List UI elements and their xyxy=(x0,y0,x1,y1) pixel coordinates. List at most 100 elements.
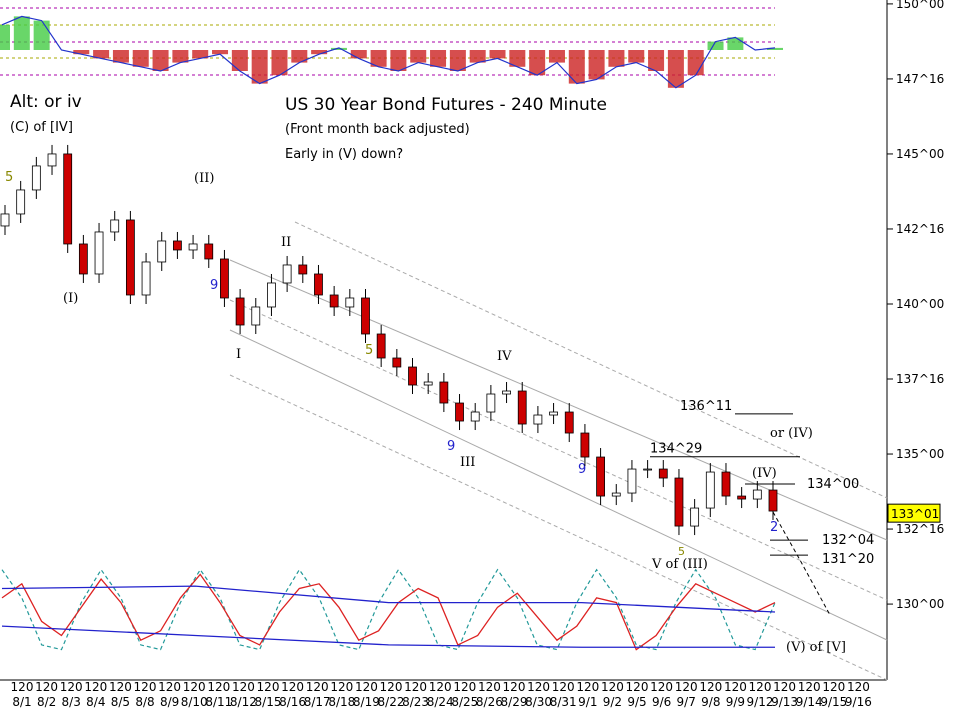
y-tick-label: 140^00 xyxy=(896,297,944,311)
x-tick-label: 9/13 xyxy=(771,695,798,708)
oscillator-line xyxy=(1,573,776,651)
session-label: 120 xyxy=(749,680,772,694)
session-label: 120 xyxy=(158,680,181,694)
candle-body xyxy=(282,264,292,284)
wave-label: IV xyxy=(497,349,512,364)
alt-label: Alt: or iv xyxy=(10,92,82,112)
session-label: 120 xyxy=(724,680,747,694)
note: Early in (V) down? xyxy=(285,147,403,162)
candle-body xyxy=(705,471,715,509)
momentum-bar xyxy=(231,50,248,71)
session-label: 120 xyxy=(650,680,673,694)
momentum-bar xyxy=(449,50,466,71)
wave-label: (I) xyxy=(63,291,78,306)
candle-body xyxy=(220,258,229,299)
x-tick-label: 8/5 xyxy=(111,695,130,708)
momentum-bar xyxy=(132,50,149,67)
momentum-bar xyxy=(707,41,724,50)
session-label: 120 xyxy=(306,680,329,694)
momentum-bar xyxy=(767,47,783,50)
wave-label: 9 xyxy=(447,439,455,454)
x-tick-label: 8/11 xyxy=(205,695,232,708)
momentum-bar xyxy=(667,50,684,88)
candle-body xyxy=(47,153,57,167)
session-label: 120 xyxy=(330,680,353,694)
session-label: 120 xyxy=(183,680,206,694)
subtitle: (Front month back adjusted) xyxy=(285,122,470,137)
session-label: 120 xyxy=(552,680,575,694)
candle-body xyxy=(596,456,605,497)
y-tick-label: 135^00 xyxy=(896,447,944,461)
x-tick-label: 8/30 xyxy=(525,695,552,708)
session-label: 120 xyxy=(35,680,58,694)
momentum-bar xyxy=(112,50,129,63)
momentum-bar xyxy=(13,16,30,50)
momentum-bar xyxy=(370,50,387,67)
candle-body xyxy=(157,240,167,263)
session-label: 120 xyxy=(355,680,378,694)
momentum-bar xyxy=(33,20,50,50)
last-price-label: 133^01 xyxy=(891,507,939,521)
momentum-bar xyxy=(390,50,407,71)
candle-body xyxy=(658,468,668,479)
x-tick-label: 9/16 xyxy=(845,695,872,708)
session-label: 120 xyxy=(109,680,132,694)
wave-label: 5 xyxy=(5,170,13,185)
session-label: 120 xyxy=(601,680,624,694)
momentum-bar xyxy=(0,24,10,50)
session-label: 120 xyxy=(257,680,280,694)
wave-label: 5 xyxy=(365,343,373,358)
candle-body xyxy=(564,411,574,434)
level-label: 131^20 xyxy=(822,552,874,567)
level-label: 132^04 xyxy=(822,533,874,548)
session-label: 120 xyxy=(675,680,698,694)
momentum-bar xyxy=(529,50,546,76)
wave-label: 9 xyxy=(210,278,218,293)
session-label: 120 xyxy=(60,680,83,694)
x-tick-label: 8/18 xyxy=(328,695,355,708)
x-tick-label: 8/10 xyxy=(181,695,208,708)
session-label: 120 xyxy=(822,680,845,694)
candle-body xyxy=(721,471,731,497)
wave-label: 2 xyxy=(770,520,778,535)
wave-label: (C) of [IV] xyxy=(10,120,73,135)
wave-label: or (IV) xyxy=(770,426,813,441)
momentum-bar xyxy=(350,50,367,59)
session-label: 120 xyxy=(84,680,107,694)
candle-body xyxy=(78,243,88,275)
channel-line xyxy=(229,299,888,601)
momentum-bar xyxy=(430,50,447,67)
candle-body xyxy=(502,390,511,395)
momentum-bar xyxy=(469,50,486,63)
lower-band xyxy=(1,625,775,648)
candle-body xyxy=(392,357,402,368)
y-tick-label: 150^00 xyxy=(896,0,944,11)
candle-body xyxy=(549,411,558,416)
y-tick-label: 145^00 xyxy=(896,147,944,161)
candle-body xyxy=(752,489,762,500)
wave-label: (V) of [V] xyxy=(786,640,846,655)
x-tick-label: 9/9 xyxy=(726,695,745,708)
candle-body xyxy=(533,414,543,425)
x-tick-label: 9/14 xyxy=(796,695,823,708)
session-label: 120 xyxy=(380,680,403,694)
candle-body xyxy=(611,492,621,497)
session-label: 120 xyxy=(207,680,230,694)
candle-body xyxy=(455,402,464,422)
y-tick-label: 137^16 xyxy=(896,372,944,386)
session-label: 120 xyxy=(404,680,427,694)
candle-body xyxy=(345,297,355,308)
momentum-line xyxy=(1,15,776,89)
momentum-bar xyxy=(727,37,744,50)
candle-body xyxy=(173,240,182,251)
momentum-bar xyxy=(311,50,328,55)
session-label: 120 xyxy=(429,680,452,694)
momentum-bar xyxy=(93,50,110,59)
x-tick-label: 8/3 xyxy=(62,695,81,708)
candle-body xyxy=(94,231,104,275)
wave-label: 5 xyxy=(678,545,685,558)
y-tick-label: 142^16 xyxy=(896,222,944,236)
x-tick-label: 9/1 xyxy=(578,695,597,708)
